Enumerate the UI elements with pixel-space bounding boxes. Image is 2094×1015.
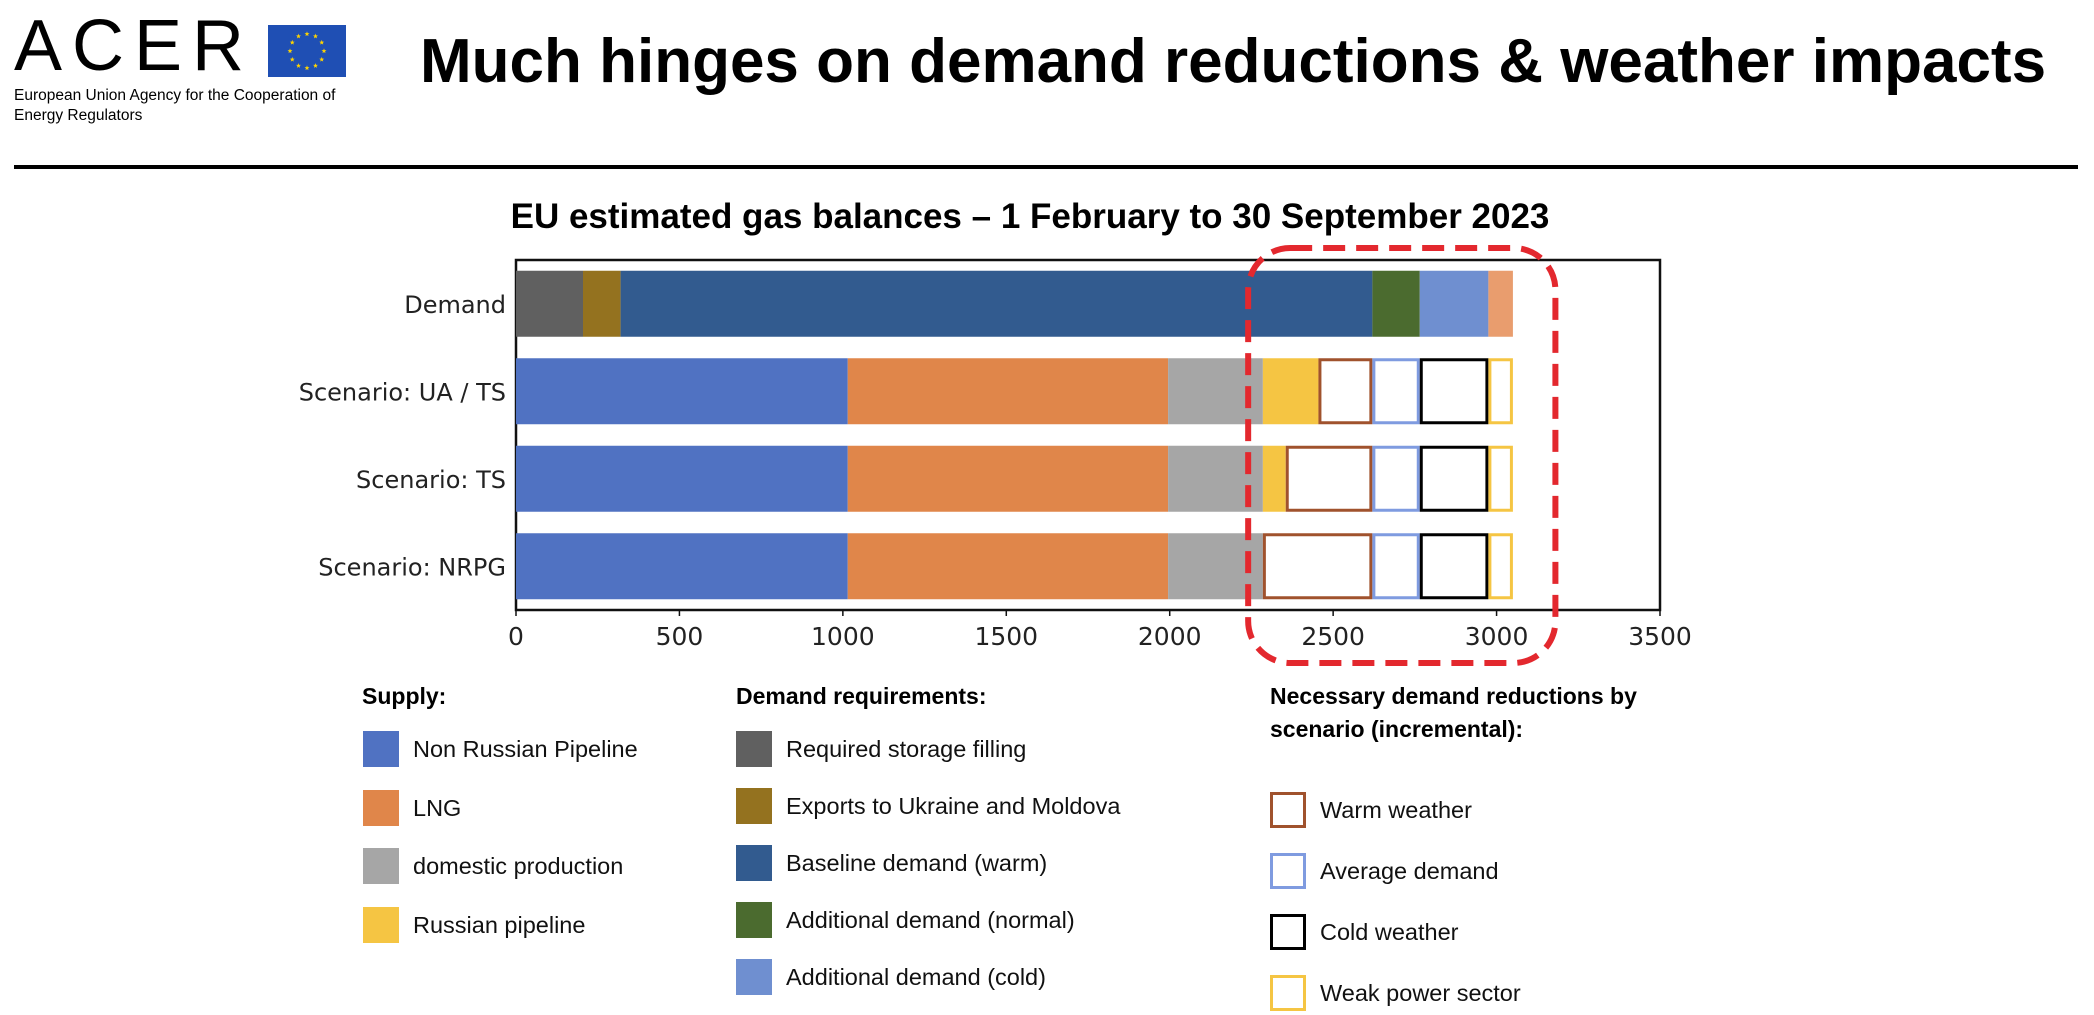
- flag-star-icon: [296, 33, 301, 39]
- legend-label: Additional demand (cold): [786, 964, 1046, 990]
- legend-swatch: [363, 848, 399, 885]
- legend-swatch: [736, 845, 772, 881]
- bar-segment: [847, 358, 1169, 425]
- legend-label: domestic production: [413, 853, 624, 880]
- bar-segment: [1488, 270, 1513, 337]
- legend-label: Weak power sector: [1320, 980, 1521, 1006]
- legend-swatch: [736, 959, 772, 995]
- legend-label: Non Russian Pipeline: [413, 736, 638, 762]
- legend-heading-reductions: Necessary demand reductions by scenario …: [1270, 683, 1637, 742]
- category-label: Scenario: NRPG: [318, 553, 506, 581]
- category-label: Demand: [404, 291, 506, 319]
- legend-heading-supply: Supply:: [362, 683, 447, 709]
- bar-segment-outline: [1372, 533, 1420, 600]
- chart-title: EU estimated gas balances – 1 February t…: [510, 197, 1550, 236]
- flag-star-icon: [287, 48, 293, 54]
- legend-label: Warm weather: [1320, 797, 1472, 823]
- bar-segment: [516, 270, 584, 337]
- legend-label: Cold weather: [1320, 919, 1459, 945]
- x-tick-label: 3000: [1465, 622, 1529, 651]
- legend-label: Additional demand (normal): [786, 907, 1075, 933]
- acer-logo: ACER European Union Agency for the Coope…: [14, 6, 346, 124]
- x-tick-label: 3500: [1628, 622, 1692, 651]
- flag-star-icon: [313, 63, 318, 68]
- highlight-box: [1245, 245, 1559, 666]
- x-tick-label: 1500: [974, 622, 1038, 651]
- legend-label: Exports to Ukraine and Moldova: [786, 793, 1121, 819]
- header-divider: [14, 165, 2078, 169]
- bar-segment-outline: [1372, 358, 1420, 425]
- legend-label: LNG: [413, 794, 462, 821]
- category-label: Scenario: UA / TS: [299, 378, 506, 406]
- flag-star-icon: [319, 39, 325, 45]
- bar-segment-outline: [1262, 533, 1373, 600]
- legend-swatch: [1270, 792, 1306, 828]
- eu-flag-icon: [268, 25, 346, 77]
- bar-segment-outline: [1488, 533, 1513, 600]
- category-label: Scenario: TS: [356, 466, 506, 494]
- bar-segment-outline: [1372, 445, 1420, 512]
- bar-segment: [1262, 445, 1286, 512]
- flag-star-icon: [313, 33, 318, 39]
- legend-label: Required storage filling: [786, 736, 1027, 762]
- bar-segment-outline: [1488, 358, 1513, 425]
- legend-swatch: [363, 907, 399, 944]
- bar-segment: [516, 533, 848, 600]
- flag-star-icon: [289, 39, 295, 45]
- legend-swatch: [1270, 914, 1306, 950]
- x-tick-label: 1000: [811, 622, 875, 651]
- x-tick-label: 0: [508, 622, 524, 651]
- bar-segment: [1372, 270, 1420, 337]
- bar-segment: [847, 533, 1169, 600]
- flag-star-icon: [321, 48, 327, 54]
- bar-segment-outline: [1285, 445, 1373, 512]
- bar-segment-outline: [1419, 358, 1489, 425]
- logo-wordmark: ACER: [14, 6, 255, 86]
- legend-swatch: [363, 731, 399, 767]
- bar-segment: [516, 445, 848, 512]
- legend-swatch: [1270, 853, 1306, 889]
- logo-subtitle: European Union Agency for the Cooperatio…: [14, 87, 336, 124]
- bar-segment: [1419, 270, 1489, 337]
- x-tick-label: 2500: [1301, 622, 1365, 651]
- flag-star-icon: [296, 63, 301, 68]
- legend-heading-demand: Demand requirements:: [736, 683, 987, 709]
- legend-label: Baseline demand (warm): [786, 850, 1048, 876]
- x-tick-label: 500: [656, 622, 704, 651]
- bar-segment-outline: [1419, 533, 1489, 600]
- bar-segment-outline: [1419, 445, 1489, 512]
- plot-frame: [514, 258, 1662, 612]
- legend-swatch: [363, 789, 399, 826]
- legend-swatch: [736, 788, 772, 824]
- bar-segment: [583, 270, 621, 337]
- bar-segment: [620, 270, 1373, 337]
- bar-segment: [1262, 358, 1319, 425]
- page-title: Much hinges on demand reductions & weath…: [420, 27, 2047, 96]
- legend-swatch: [736, 731, 772, 767]
- bar-segment: [847, 445, 1169, 512]
- flag-star-icon: [289, 56, 295, 62]
- flag-star-icon: [304, 65, 310, 71]
- x-tick-label: 2000: [1138, 622, 1202, 651]
- bar-segment: [516, 358, 848, 425]
- legend-swatch: [736, 902, 772, 938]
- bar-segment-outline: [1488, 445, 1513, 512]
- legend-swatch: [1270, 975, 1306, 1011]
- flag-star-icon: [304, 31, 310, 37]
- legend-label: Average demand: [1320, 858, 1499, 884]
- bar-segment-outline: [1318, 358, 1373, 425]
- legend-label: Russian pipeline: [413, 912, 586, 939]
- flag-star-icon: [319, 56, 325, 62]
